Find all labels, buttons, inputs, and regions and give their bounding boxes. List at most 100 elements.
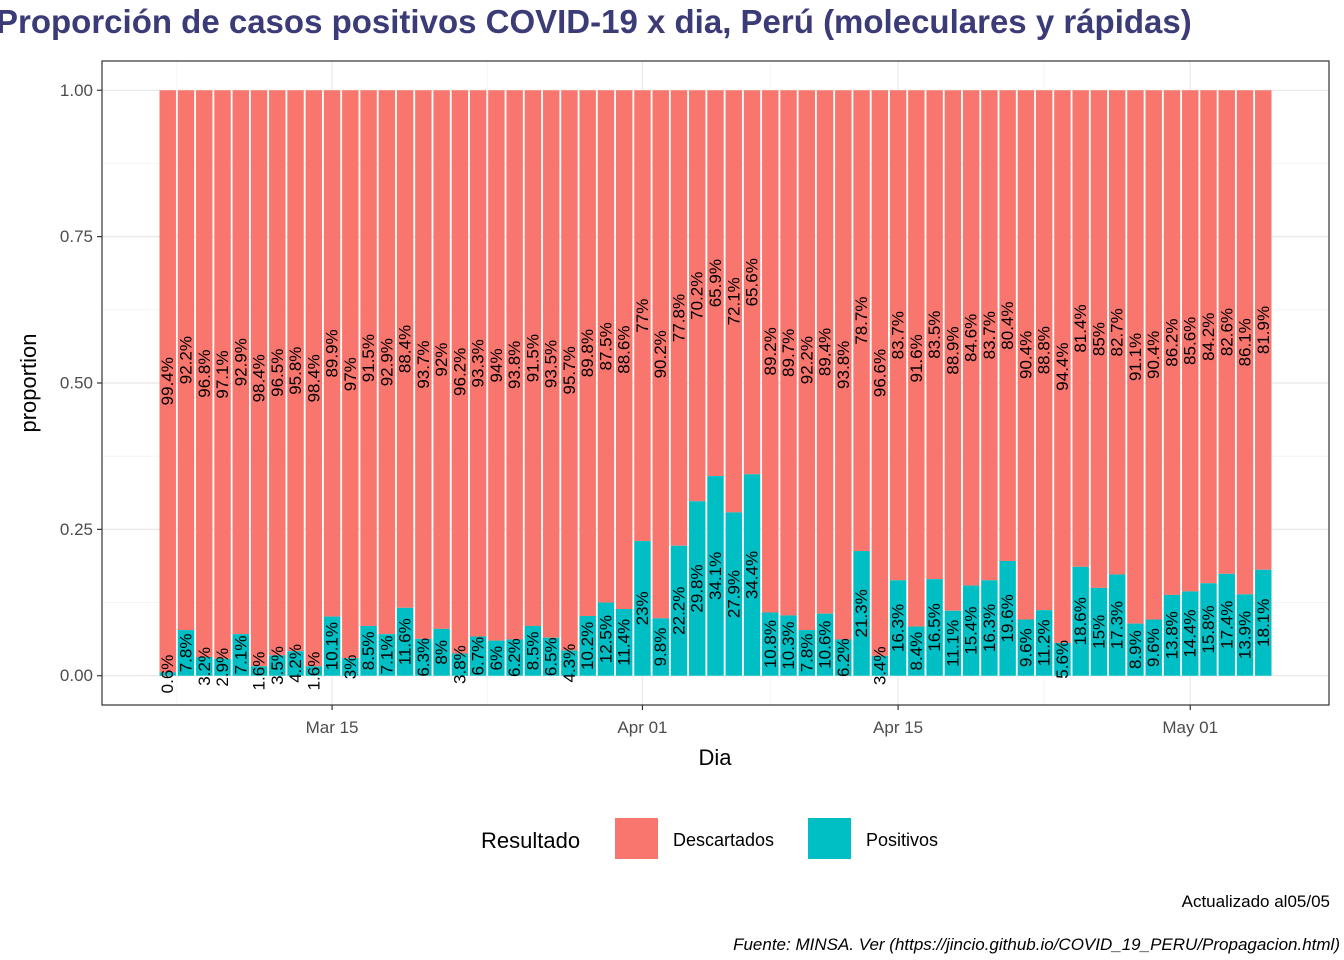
caption-source: Fuente: MINSA. Ver (https://jincio.githu…: [733, 935, 1340, 954]
legend-key-descartados: [615, 818, 658, 859]
bar-label-positivos: 11.2%: [1035, 619, 1054, 666]
bar-label-descartados: 96.5%: [268, 349, 287, 397]
bar-positivos: [305, 666, 323, 676]
bar-label-descartados: 94%: [487, 348, 506, 382]
bar-descartados: [250, 90, 268, 667]
bar-label-descartados: 77%: [633, 299, 652, 333]
y-tick-label: 0.25: [60, 520, 93, 539]
bar-positivos: [780, 615, 797, 676]
bar-label-positivos: 13.9%: [1236, 611, 1255, 659]
bar-descartados: [214, 90, 231, 659]
bar-descartados: [232, 90, 249, 635]
bar-descartados: [871, 90, 889, 656]
bar-label-positivos: 5.6%: [1053, 640, 1072, 679]
bar-descartados: [451, 90, 469, 654]
bar-positivos: [835, 639, 852, 676]
bar-descartados: [378, 90, 396, 635]
bar-label-positivos: 3.4%: [870, 646, 889, 685]
bar-label-descartados: 89.4%: [816, 328, 835, 376]
bar-positivos: [196, 656, 213, 676]
bar-label-descartados: 83.7%: [889, 311, 908, 359]
bar-positivos: [689, 501, 706, 676]
bar-label-positivos: 7.8%: [176, 634, 195, 673]
bar-label-descartados: 65.6%: [743, 258, 762, 306]
bar-descartados: [1054, 90, 1071, 643]
bar-label-positivos: 10.8%: [761, 620, 780, 668]
bar-positivos: [232, 634, 249, 676]
bar-label-positivos: 7.8%: [797, 634, 816, 673]
y-tick-label: 0.00: [60, 666, 93, 685]
bar-positivos: [342, 658, 359, 676]
bar-label-positivos: 9.6%: [1016, 628, 1035, 667]
bar-label-positivos: 19.6%: [998, 594, 1017, 642]
bar-positivos: [1218, 573, 1235, 676]
y-tick-label: 1.00: [60, 81, 93, 100]
bar-positivos: [1255, 569, 1272, 676]
bar-positivos: [816, 613, 834, 676]
bar-descartados: [1255, 90, 1272, 570]
bar-positivos: [1182, 591, 1199, 676]
bar-label-descartados: 88.8%: [1035, 326, 1054, 374]
bar-label-descartados: 82.6%: [1217, 308, 1236, 356]
bar-label-positivos: 3%: [341, 655, 360, 680]
bar-label-positivos: 8.5%: [523, 631, 542, 670]
bar-label-positivos: 14.4%: [1181, 609, 1200, 657]
bar-descartados: [762, 90, 779, 613]
bar-positivos: [908, 626, 925, 676]
x-tick-label: May 01: [1162, 718, 1218, 737]
bar-label-descartados: 84.6%: [962, 314, 981, 362]
bar-descartados: [725, 90, 742, 513]
bar-positivos: [488, 640, 505, 676]
bar-descartados: [269, 90, 286, 656]
bar-descartados: [743, 90, 761, 475]
bar-label-descartados: 95.7%: [560, 346, 579, 394]
bar-label-positivos: 16.3%: [980, 604, 999, 652]
bar-positivos: [981, 580, 998, 676]
bar-label-descartados: 80.4%: [998, 302, 1017, 350]
bar-label-positivos: 10.1%: [323, 622, 342, 670]
bar-label-descartados: 65.9%: [706, 259, 725, 307]
bar-label-descartados: 90.2%: [651, 330, 670, 378]
bar-descartados: [780, 90, 797, 616]
bar-label-descartados: 93.3%: [469, 339, 488, 387]
bar-descartados: [506, 90, 523, 640]
bar-positivos: [451, 653, 469, 676]
bar-descartados: [342, 90, 359, 659]
bar-positivos: [743, 474, 761, 676]
bar-descartados: [524, 90, 542, 626]
bar-label-positivos: 13.8%: [1162, 611, 1181, 659]
x-tick-label: Mar 15: [306, 718, 359, 737]
bar-label-descartados: 93.8%: [834, 341, 853, 389]
bar-descartados: [707, 90, 724, 477]
bar-descartados: [962, 90, 980, 586]
bar-label-descartados: 94.4%: [1053, 343, 1072, 391]
bar-positivos: [433, 628, 450, 676]
bar-label-positivos: 7.1%: [377, 636, 396, 675]
bar-positivos: [1090, 587, 1108, 676]
bar-label-descartados: 86.2%: [1162, 319, 1181, 367]
bar-descartados: [396, 90, 414, 608]
bar-positivos: [670, 545, 688, 676]
bar-label-positivos: 16.5%: [925, 603, 944, 651]
bar-positivos: [962, 585, 980, 676]
bar-descartados: [1017, 90, 1035, 620]
bar-descartados: [689, 90, 706, 502]
bar-descartados: [360, 90, 377, 626]
bar-label-descartados: 88.9%: [943, 326, 962, 374]
bar-label-descartados: 92.2%: [176, 336, 195, 384]
bar-descartados: [816, 90, 834, 614]
bar-positivos: [287, 651, 304, 676]
bar-label-positivos: 34.4%: [743, 551, 762, 599]
bar-descartados: [1236, 90, 1254, 595]
bar-descartados: [944, 90, 962, 611]
bar-positivos: [1108, 574, 1126, 676]
bar-descartados: [305, 90, 323, 667]
bar-label-descartados: 93.5%: [542, 340, 561, 388]
bar-label-positivos: 4.2%: [286, 644, 305, 683]
bar-label-positivos: 11.4%: [615, 619, 634, 666]
bar-positivos: [1145, 619, 1162, 676]
bar-descartados: [415, 90, 432, 639]
bar-positivos: [798, 630, 816, 676]
bar-label-positivos: 0.6%: [158, 655, 177, 694]
